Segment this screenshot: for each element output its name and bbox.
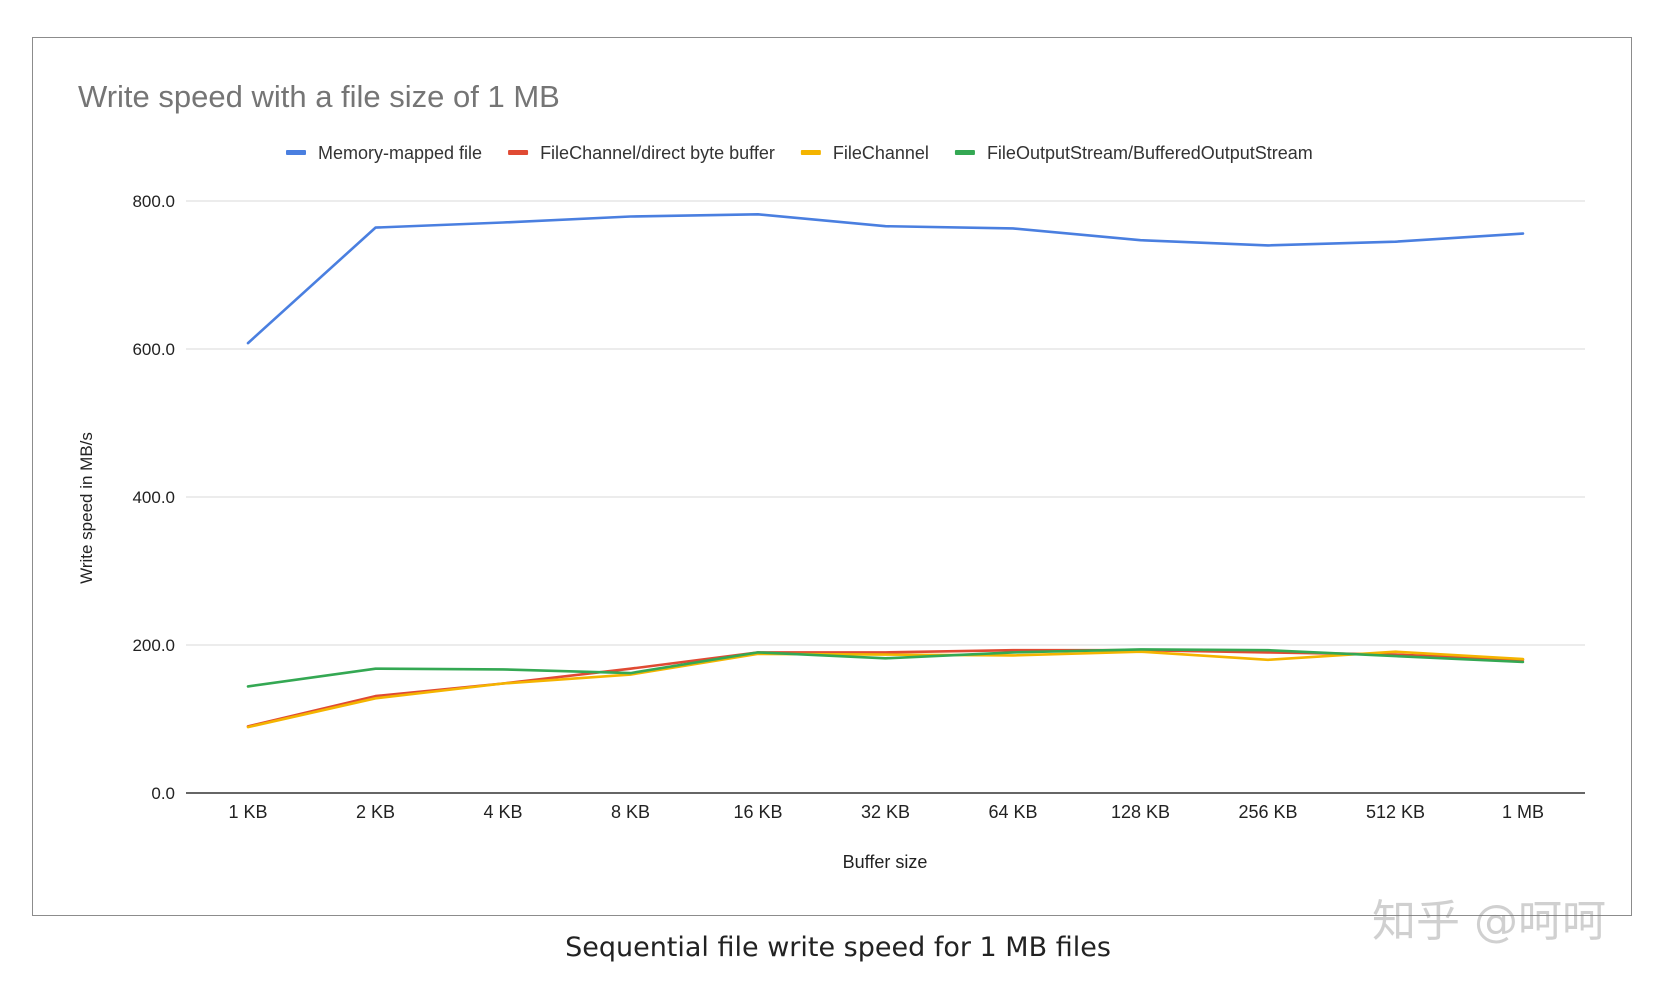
- series-line: [246, 648, 1525, 688]
- legend-label: FileChannel/direct byte buffer: [540, 143, 775, 163]
- x-tick-label: 8 KB: [611, 802, 650, 822]
- legend-swatch: [800, 150, 821, 155]
- y-tick-label: 400.0: [132, 488, 175, 507]
- legend-label: FileChannel: [833, 143, 929, 163]
- x-tick-label: 64 KB: [988, 802, 1037, 822]
- legend-item: FileChannel/direct byte buffer: [508, 143, 775, 163]
- x-axis-ticks: 1 KB 2 KB 4 KB 8 KB 16 KB 32 KB 64 KB 128 KB 256…: [228, 802, 1544, 822]
- x-tick-label: 256 KB: [1238, 802, 1297, 822]
- x-tick-label: 16 KB: [733, 802, 782, 822]
- legend-swatch: [508, 150, 529, 155]
- series-line: [246, 648, 1525, 728]
- legend-swatch: [286, 150, 306, 155]
- y-tick-label: 0.0: [151, 784, 175, 803]
- y-axis-label: Write speed in MB/s: [77, 432, 96, 584]
- series-line: [246, 650, 1525, 729]
- figure-caption: Sequential file write speed for 1 MB fil…: [565, 932, 1111, 963]
- x-tick-label: 512 KB: [1366, 802, 1425, 822]
- legend-label: Memory-mapped file: [318, 143, 482, 163]
- x-tick-label: 1 KB: [228, 802, 267, 822]
- legend-item: FileOutputStream/BufferedOutputStream: [954, 143, 1313, 163]
- chart-frame: [32, 37, 1632, 916]
- y-tick-label: 800.0: [132, 192, 175, 211]
- y-axis-ticks: 0.0 200.0 400.0 600.0 800.0: [132, 192, 175, 803]
- legend-label: FileOutputStream/BufferedOutputStream: [987, 143, 1313, 163]
- x-tick-label: 32 KB: [861, 802, 910, 822]
- legend-item: FileChannel: [800, 143, 929, 163]
- legend-swatch: [954, 150, 975, 155]
- x-tick-label: 2 KB: [356, 802, 395, 822]
- y-tick-label: 600.0: [132, 340, 175, 359]
- series-line: [246, 213, 1525, 345]
- x-tick-label: 128 KB: [1111, 802, 1170, 822]
- watermark: 知乎 @呵呵: [1372, 896, 1606, 947]
- x-tick-label: 1 MB: [1502, 802, 1544, 822]
- legend-item: Memory-mapped file: [286, 143, 482, 163]
- series-lines: [246, 213, 1525, 729]
- chart-gridlines: [186, 200, 1585, 794]
- y-tick-label: 200.0: [132, 636, 175, 655]
- chart-title: Write speed with a file size of 1 MB: [78, 79, 560, 114]
- x-tick-label: 4 KB: [483, 802, 522, 822]
- x-axis-label: Buffer size: [843, 852, 928, 872]
- chart-legend: Memory-mapped file FileChannel/direct byt…: [286, 143, 1313, 163]
